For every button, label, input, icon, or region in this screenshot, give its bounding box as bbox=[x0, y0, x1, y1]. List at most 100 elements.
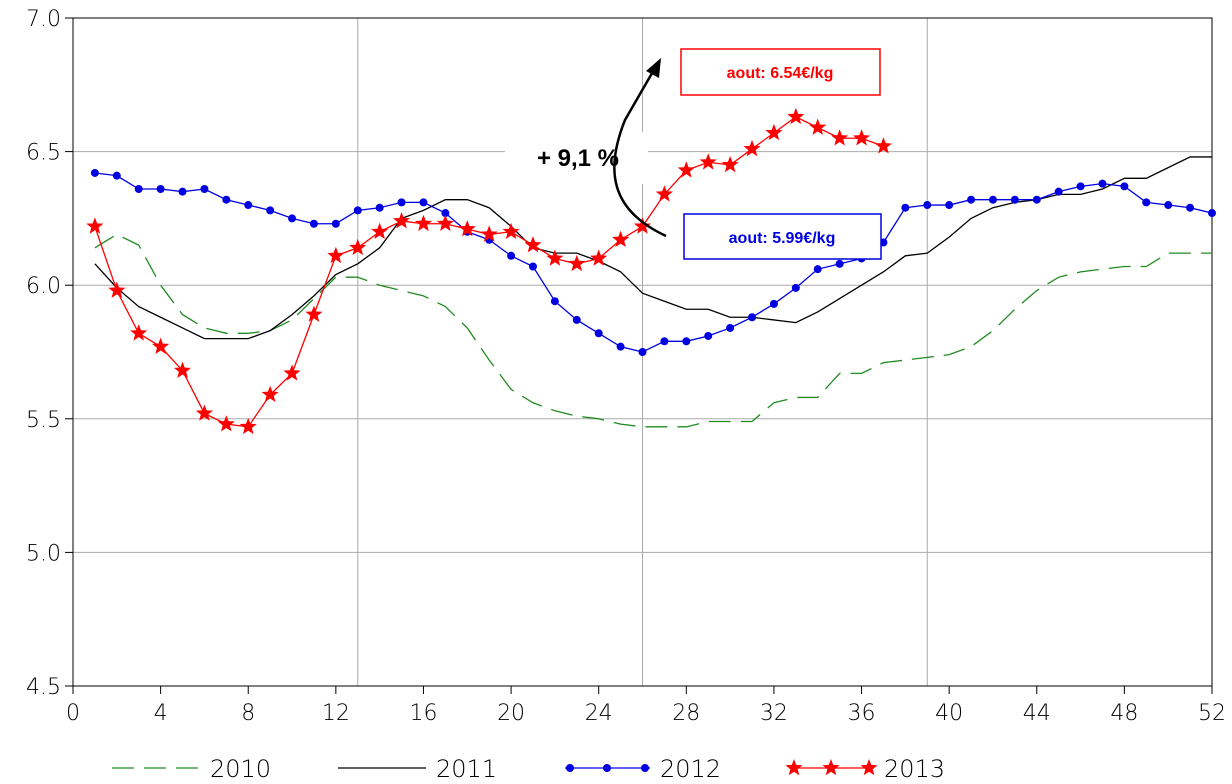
data-point bbox=[217, 415, 235, 432]
red-annotation-text: aout: 6.54€/kg bbox=[727, 65, 834, 82]
data-point bbox=[239, 417, 257, 435]
data-point bbox=[787, 107, 805, 125]
data-point bbox=[967, 195, 976, 204]
data-point bbox=[988, 195, 997, 204]
red-annotation-box bbox=[680, 48, 881, 96]
series-line-2012 bbox=[94, 172, 1213, 353]
series-2010 bbox=[94, 233, 1212, 428]
x-tick-label: 4 bbox=[154, 701, 168, 726]
change-arrow bbox=[613, 67, 667, 238]
data-point bbox=[86, 217, 104, 234]
data-point bbox=[507, 251, 516, 260]
data-point bbox=[1054, 187, 1063, 196]
data-point bbox=[331, 219, 340, 228]
data-point bbox=[1164, 201, 1173, 210]
svg-text:2013: 2013 bbox=[884, 755, 945, 783]
data-point bbox=[682, 337, 691, 346]
change-label: + 9,1 % bbox=[537, 145, 619, 172]
data-point bbox=[835, 259, 844, 268]
data-point bbox=[528, 262, 537, 271]
x-tick-label: 8 bbox=[241, 701, 255, 726]
data-point bbox=[1186, 203, 1195, 212]
series-line-2011 bbox=[94, 156, 1212, 340]
data-point bbox=[748, 313, 757, 322]
data-point bbox=[699, 153, 717, 170]
data-point bbox=[90, 168, 99, 177]
tick-labels: 4.55.05.56.06.57.00 4 8 12 16 20 24 28 32 36 40 44 4… bbox=[26, 7, 1226, 726]
data-point bbox=[743, 139, 761, 157]
x-tick-label: 32 bbox=[760, 701, 788, 726]
x-tick-label: 28 bbox=[672, 701, 700, 726]
data-point bbox=[1142, 198, 1151, 207]
data-point bbox=[616, 342, 625, 351]
x-tick-label: 48 bbox=[1110, 701, 1138, 726]
data-point bbox=[178, 187, 187, 196]
data-point bbox=[327, 246, 345, 264]
data-point bbox=[1010, 195, 1019, 204]
data-point bbox=[769, 299, 778, 308]
data-point bbox=[660, 337, 669, 346]
data-point bbox=[721, 155, 739, 173]
data-point bbox=[945, 201, 954, 210]
svg-text:2012: 2012 bbox=[660, 755, 721, 783]
arrowhead-icon bbox=[646, 58, 661, 78]
data-point bbox=[458, 220, 476, 237]
legend-marker bbox=[566, 764, 574, 772]
data-point bbox=[441, 209, 450, 218]
data-point bbox=[612, 230, 630, 248]
data-point bbox=[200, 185, 209, 194]
legend-marker bbox=[603, 764, 611, 772]
data-point bbox=[704, 331, 713, 340]
data-point bbox=[134, 185, 143, 194]
y-tick-label: 4.5 bbox=[26, 675, 61, 700]
data-point bbox=[546, 249, 564, 266]
series-line-2013 bbox=[94, 116, 884, 428]
series-2011 bbox=[94, 156, 1212, 340]
legend-marker bbox=[641, 764, 649, 772]
data-point bbox=[638, 348, 647, 356]
data-point bbox=[901, 203, 910, 212]
data-point bbox=[874, 137, 892, 154]
legend-item-2010: 2010 bbox=[112, 755, 271, 783]
data-point bbox=[436, 214, 454, 232]
y-tick-label: 6.0 bbox=[26, 274, 61, 299]
data-point bbox=[502, 222, 520, 240]
data-point bbox=[283, 364, 301, 381]
axes bbox=[65, 17, 1213, 694]
x-tick-label: 12 bbox=[322, 701, 350, 726]
data-point bbox=[266, 206, 275, 215]
data-point bbox=[393, 212, 411, 229]
legend-marker bbox=[822, 759, 840, 776]
data-point bbox=[480, 225, 498, 242]
series-layer bbox=[86, 107, 1216, 435]
data-point bbox=[572, 315, 581, 324]
svg-text:2011: 2011 bbox=[436, 755, 497, 783]
legend-item-2011: 2011 bbox=[338, 755, 497, 783]
legend-marker bbox=[860, 759, 878, 776]
data-point bbox=[809, 118, 827, 135]
data-point bbox=[852, 129, 871, 146]
x-tick-label: 40 bbox=[935, 701, 963, 726]
change-label-background bbox=[505, 132, 648, 184]
legend: 2010 2011 2012 2013 bbox=[112, 755, 945, 783]
annotations: aout: 6.54€/kg aout: 5.99€/kg + 9,1 % bbox=[505, 48, 882, 260]
data-point bbox=[726, 323, 735, 332]
data-point bbox=[655, 185, 673, 202]
data-point bbox=[813, 265, 822, 274]
data-point bbox=[550, 297, 559, 306]
data-point bbox=[152, 337, 170, 354]
data-point bbox=[156, 185, 165, 194]
data-point bbox=[371, 222, 389, 240]
blue-annotation-box bbox=[683, 213, 882, 260]
data-point bbox=[288, 214, 297, 223]
y-tick-label: 7.0 bbox=[26, 7, 61, 32]
blue-annotation-text: aout: 5.99€/kg bbox=[729, 230, 836, 247]
legend-marker bbox=[785, 759, 803, 776]
x-tick-label: 24 bbox=[585, 701, 613, 726]
legend-item-2013: 2013 bbox=[785, 755, 945, 783]
data-point bbox=[791, 283, 800, 292]
data-point bbox=[222, 195, 231, 204]
data-point bbox=[1032, 195, 1041, 204]
plot-frame bbox=[72, 17, 1213, 687]
